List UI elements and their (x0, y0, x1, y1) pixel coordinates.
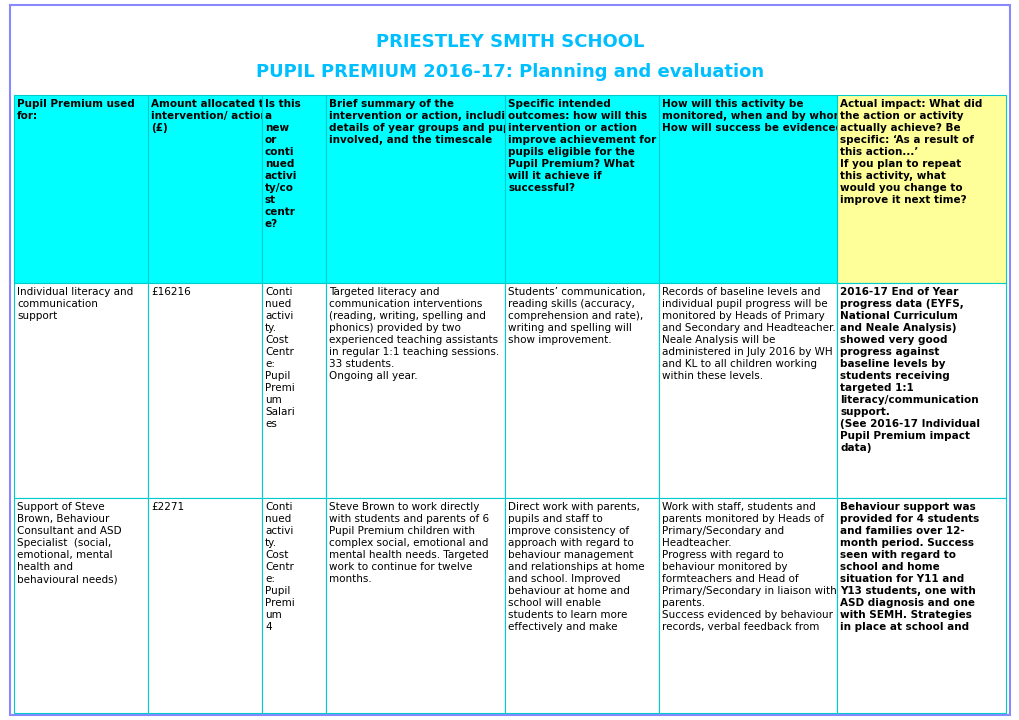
Bar (504, 283, 658, 498)
Text: £2271: £2271 (151, 502, 183, 512)
Text: Behaviour support was
provided for 4 students
and families over 12-
month period: Behaviour support was provided for 4 stu… (840, 502, 978, 632)
Text: Actual impact: What did
the action or activity
actually achieve? Be
specific: ‘A: Actual impact: What did the action or ac… (840, 99, 981, 205)
Bar (658, 95, 837, 283)
Text: Individual literacy and
communication
support: Individual literacy and communication su… (17, 287, 133, 321)
Text: Steve Brown to work directly
with students and parents of 6
Pupil Premium childr: Steve Brown to work directly with studen… (329, 502, 489, 584)
Bar (658, 283, 837, 498)
Bar (658, 498, 837, 713)
Bar (837, 283, 1005, 498)
Bar (14, 95, 148, 283)
Bar (837, 498, 1005, 713)
Bar (326, 95, 504, 283)
Text: Is this
a
new
or
conti
nued
activi
ty/co
st
centr
e?: Is this a new or conti nued activi ty/co… (265, 99, 301, 229)
Bar (148, 95, 262, 283)
Text: PRIESTLEY SMITH SCHOOL: PRIESTLEY SMITH SCHOOL (375, 33, 644, 51)
Bar (14, 498, 148, 713)
Text: Pupil Premium used
for:: Pupil Premium used for: (17, 99, 135, 121)
Bar (14, 283, 148, 498)
Bar (837, 95, 1005, 283)
Text: 2016-17 End of Year
progress data (EYFS,
National Curriculum
and Neale Analysis): 2016-17 End of Year progress data (EYFS,… (840, 287, 979, 453)
Text: Support of Steve
Brown, Behaviour
Consultant and ASD
Specialist  (social,
emotio: Support of Steve Brown, Behaviour Consul… (17, 502, 121, 584)
Bar (148, 498, 262, 713)
Text: How will this activity be
monitored, when and by whom?
How will success be evide: How will this activity be monitored, whe… (661, 99, 850, 133)
Text: Amount allocated to the
intervention/ action
(£): Amount allocated to the intervention/ ac… (151, 99, 293, 133)
Bar (262, 283, 326, 498)
Text: Targeted literacy and
communication interventions
(reading, writing, spelling an: Targeted literacy and communication inte… (329, 287, 499, 381)
Text: Work with staff, students and
parents monitored by Heads of
Primary/Secondary an: Work with staff, students and parents mo… (661, 502, 836, 632)
Text: PUPIL PREMIUM 2016-17: Planning and evaluation: PUPIL PREMIUM 2016-17: Planning and eval… (256, 63, 763, 81)
Text: Direct work with parents,
pupils and staff to
improve consistency of
approach wi: Direct work with parents, pupils and sta… (507, 502, 644, 632)
Text: Conti
nued
activi
ty.
Cost
Centr
e:
Pupil
Premi
um
4: Conti nued activi ty. Cost Centr e: Pupi… (265, 502, 294, 632)
Bar (148, 283, 262, 498)
Text: Records of baseline levels and
individual pupil progress will be
monitored by He: Records of baseline levels and individua… (661, 287, 835, 381)
Bar (262, 498, 326, 713)
Bar (504, 95, 658, 283)
Text: Brief summary of the
intervention or action, including
details of year groups an: Brief summary of the intervention or act… (329, 99, 524, 145)
Text: Conti
nued
activi
ty.
Cost
Centr
e:
Pupil
Premi
um
Salari
es: Conti nued activi ty. Cost Centr e: Pupi… (265, 287, 294, 429)
Text: Specific intended
outcomes: how will this
intervention or action
improve achieve: Specific intended outcomes: how will thi… (507, 99, 655, 193)
Text: Students’ communication,
reading skills (accuracy,
comprehension and rate),
writ: Students’ communication, reading skills … (507, 287, 645, 345)
Bar (262, 95, 326, 283)
Bar (326, 283, 504, 498)
Text: £16216: £16216 (151, 287, 191, 297)
Bar (326, 498, 504, 713)
Bar (504, 498, 658, 713)
